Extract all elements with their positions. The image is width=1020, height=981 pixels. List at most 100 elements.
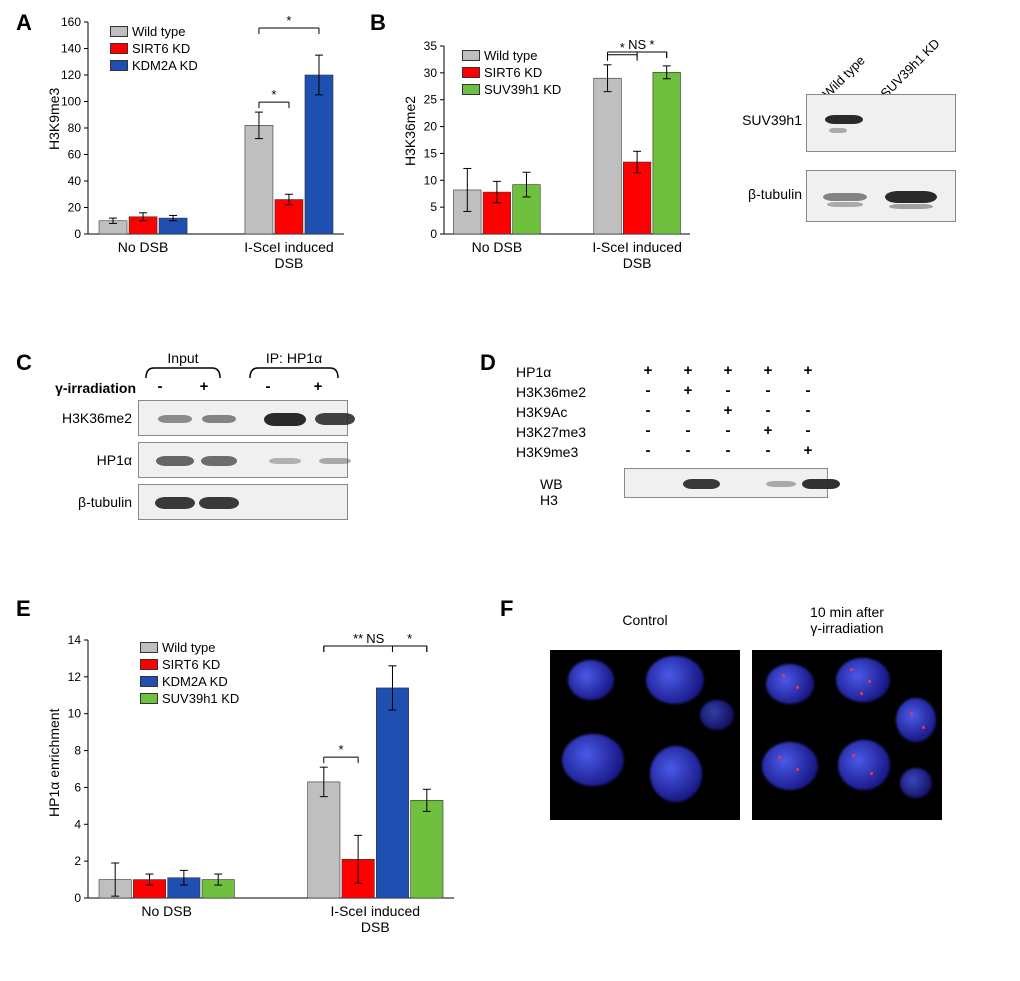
panel-d-wb-label: WB H3: [540, 476, 563, 508]
svg-text:**: **: [353, 631, 363, 646]
legend-item: Wild type: [140, 640, 239, 655]
svg-text:40: 40: [68, 174, 82, 188]
blot-c-cond-2: -: [258, 378, 278, 395]
matrix-cell: -: [636, 422, 660, 439]
svg-text:*: *: [649, 37, 654, 52]
micro-title-1: 10 min after γ-irradiation: [752, 604, 942, 636]
matrix-cell: -: [716, 382, 740, 399]
y-axis-label: HP1α enrichment: [46, 709, 62, 817]
svg-text:I-SceI induced: I-SceI induced: [331, 903, 421, 919]
panel-label-b: B: [370, 10, 386, 36]
svg-text:60: 60: [68, 148, 82, 162]
svg-text:12: 12: [68, 670, 82, 684]
legend: Wild typeSIRT6 KDKDM2A KD: [110, 24, 198, 75]
panel-d-row-label: HP1α: [516, 364, 626, 380]
panel-label-e: E: [16, 596, 31, 622]
svg-text:20: 20: [68, 201, 82, 215]
svg-text:*: *: [407, 631, 412, 646]
blot-c-group-0: Input: [138, 350, 228, 366]
legend-item: SIRT6 KD: [140, 657, 239, 672]
legend: Wild type SIRT6 KD KDM2A KD SUV39h1 KD: [140, 640, 239, 708]
svg-text:6: 6: [74, 780, 81, 794]
svg-text:DSB: DSB: [623, 255, 652, 271]
svg-text:8: 8: [74, 744, 81, 758]
blot-b-lane-1: SUV39h1 KD: [877, 36, 942, 101]
micro-1: [752, 650, 942, 820]
blot-b-row-0: [806, 94, 956, 152]
y-axis-label: H3K36me2: [402, 96, 418, 166]
matrix-cell: -: [756, 382, 780, 399]
legend-item: Wild type: [462, 48, 561, 63]
blot-c-row-label: HP1α: [26, 452, 132, 468]
panel-d-row-label: H3K27me3: [516, 424, 626, 440]
svg-text:0: 0: [74, 891, 81, 905]
legend-item: SUV39h1 KD: [140, 691, 239, 706]
panel-d-row-label: H3K9Ac: [516, 404, 626, 420]
svg-text:160: 160: [61, 16, 81, 29]
chart-b: 05101520253035No DSBI-SceI inducedDSB**N…: [396, 16, 696, 286]
matrix-cell: -: [676, 422, 700, 439]
panel-d-blot: [624, 468, 828, 498]
blot-strip: [138, 442, 348, 478]
svg-text:120: 120: [61, 68, 81, 82]
blot-c-row-label: H3K36me2: [26, 410, 132, 426]
svg-text:14: 14: [68, 633, 82, 647]
chart-e: 02468101214No DSBI-SceI inducedDSB****NS…: [40, 604, 460, 950]
matrix-cell: +: [636, 362, 660, 379]
matrix-cell: +: [676, 362, 700, 379]
svg-text:100: 100: [61, 95, 81, 109]
svg-text:30: 30: [424, 66, 438, 80]
blot-c-row-label: β-tubulin: [26, 494, 132, 510]
blot-strip: [138, 400, 348, 436]
matrix-cell: -: [676, 442, 700, 459]
blot-c-cond-0: -: [150, 378, 170, 395]
matrix-cell: +: [756, 362, 780, 379]
svg-text:DSB: DSB: [361, 919, 390, 935]
svg-text:*: *: [271, 87, 276, 102]
svg-text:10: 10: [424, 173, 438, 187]
panel-d-row-label: H3K36me2: [516, 384, 626, 400]
svg-text:35: 35: [424, 39, 438, 53]
y-axis-label: H3K9me3: [46, 88, 62, 150]
panel-label-d: D: [480, 350, 496, 376]
matrix-cell: -: [636, 442, 660, 459]
matrix-cell: -: [796, 402, 820, 419]
svg-text:No DSB: No DSB: [118, 239, 169, 255]
matrix-cell: +: [716, 402, 740, 419]
legend-item: SIRT6 KD: [110, 41, 198, 56]
svg-text:NS: NS: [628, 37, 646, 52]
svg-text:140: 140: [61, 42, 81, 56]
matrix-cell: -: [676, 402, 700, 419]
matrix-cell: -: [796, 422, 820, 439]
legend-item: SUV39h1 KD: [462, 82, 561, 97]
blot-b-row-1-label: β-tubulin: [722, 186, 802, 202]
figure-root: A 020406080100120140160No DSBI-SceI indu…: [10, 10, 1010, 971]
matrix-cell: +: [796, 362, 820, 379]
panel-label-a: A: [16, 10, 32, 36]
svg-text:15: 15: [424, 146, 438, 160]
matrix-cell: -: [716, 422, 740, 439]
svg-text:80: 80: [68, 121, 82, 135]
svg-text:2: 2: [74, 854, 81, 868]
svg-text:25: 25: [424, 93, 438, 107]
matrix-cell: -: [756, 442, 780, 459]
legend-item: KDM2A KD: [140, 674, 239, 689]
matrix-cell: -: [636, 382, 660, 399]
panel-d-row-label: H3K9me3: [516, 444, 626, 460]
micro-0: [550, 650, 740, 820]
blot-c-group-1: IP: HP1α: [242, 350, 346, 366]
panel-label-c: C: [16, 350, 32, 376]
svg-text:*: *: [620, 40, 625, 55]
svg-text:20: 20: [424, 120, 438, 134]
svg-text:5: 5: [430, 200, 437, 214]
blot-c-condition-label: γ-irradiation: [26, 380, 136, 396]
chart-a: 020406080100120140160No DSBI-SceI induce…: [40, 16, 350, 286]
legend-item: KDM2A KD: [110, 58, 198, 73]
micro-title-0: Control: [550, 612, 740, 628]
matrix-cell: -: [716, 442, 740, 459]
matrix-cell: +: [716, 362, 740, 379]
svg-text:0: 0: [74, 227, 81, 241]
svg-text:*: *: [286, 16, 291, 28]
matrix-cell: +: [796, 442, 820, 459]
legend-item: SIRT6 KD: [462, 65, 561, 80]
